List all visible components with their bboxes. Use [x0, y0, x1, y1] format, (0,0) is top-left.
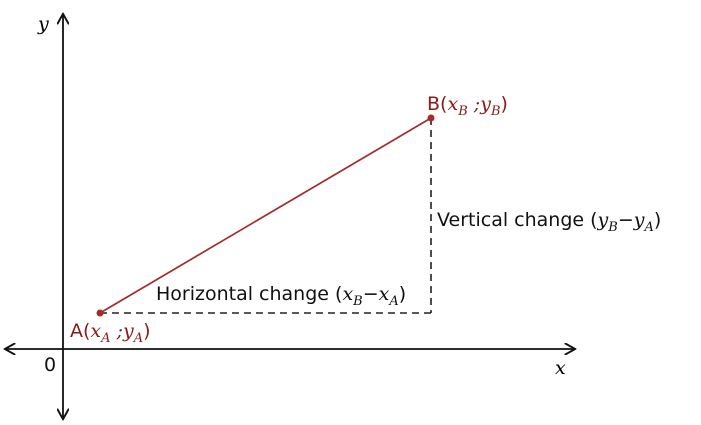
point-a: [96, 309, 104, 317]
point-b: [427, 114, 435, 122]
horizontal-change-label: Horizontal change (xB−xA): [156, 283, 406, 309]
segment-ab: [99, 117, 432, 314]
point-a-label: A(xA ;yA): [70, 320, 151, 346]
vertical-change-label: Vertical change (yB−yA): [437, 209, 661, 235]
y-axis-label: y: [37, 13, 49, 35]
origin-label: 0: [44, 354, 56, 376]
x-axis-label: x: [555, 357, 566, 379]
point-b-label: B(xB ;yB): [427, 93, 508, 119]
